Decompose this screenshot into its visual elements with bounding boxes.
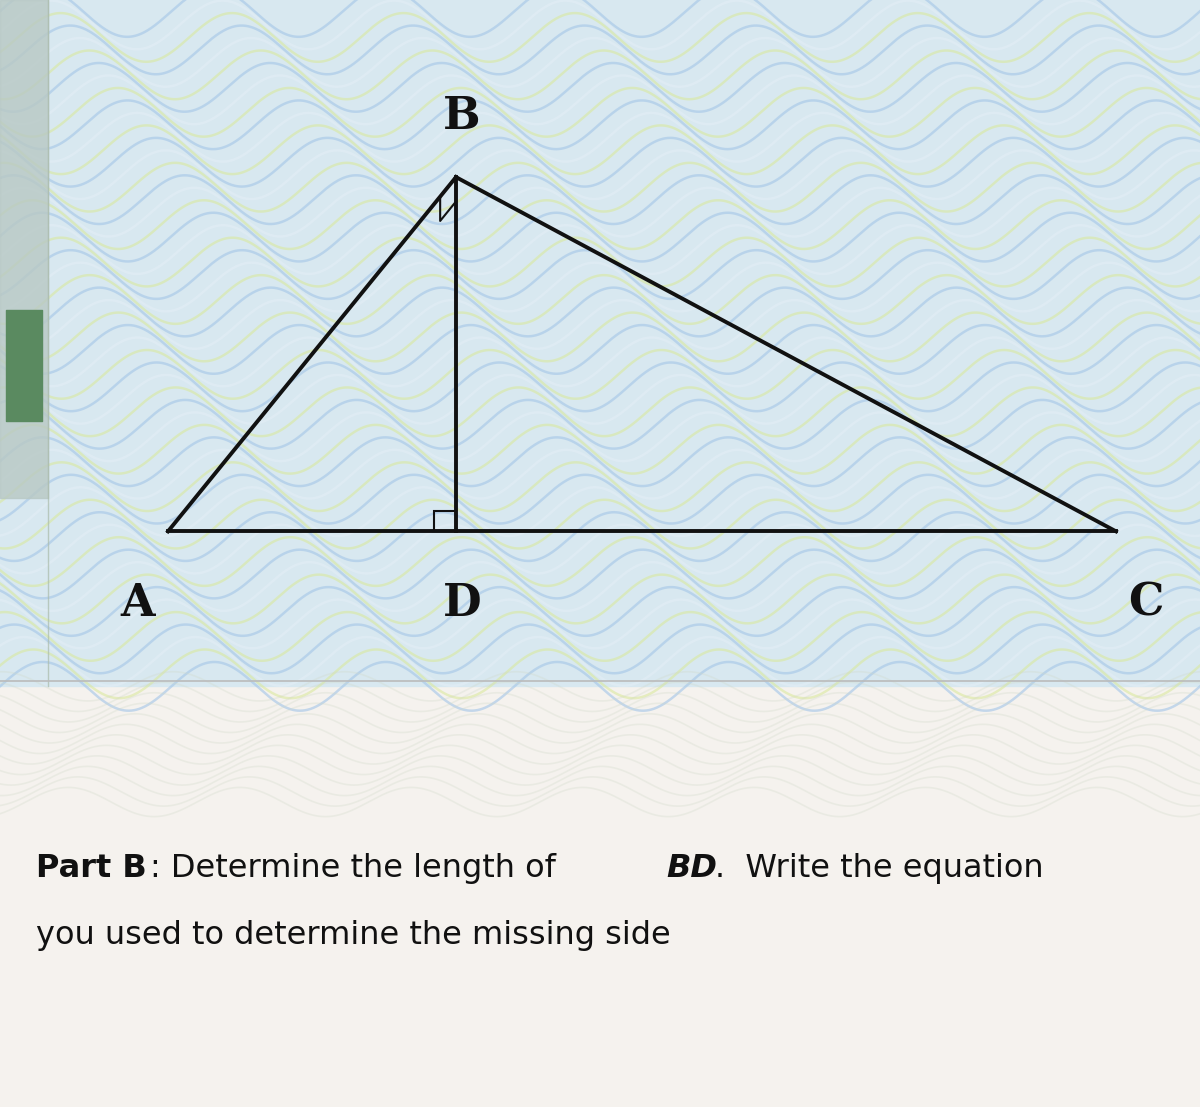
Text: BD: BD [666,853,718,884]
Text: you used to determine the missing side: you used to determine the missing side [36,920,671,951]
Bar [434,511,456,531]
Text: Part B: Part B [36,853,146,884]
Text: B: B [443,95,481,137]
Text: : Determine the length of: : Determine the length of [150,853,566,884]
Text: .  Write the equation: . Write the equation [715,853,1044,884]
Text: D: D [443,582,481,624]
Text: A: A [121,582,155,624]
Text: C: C [1128,582,1164,624]
